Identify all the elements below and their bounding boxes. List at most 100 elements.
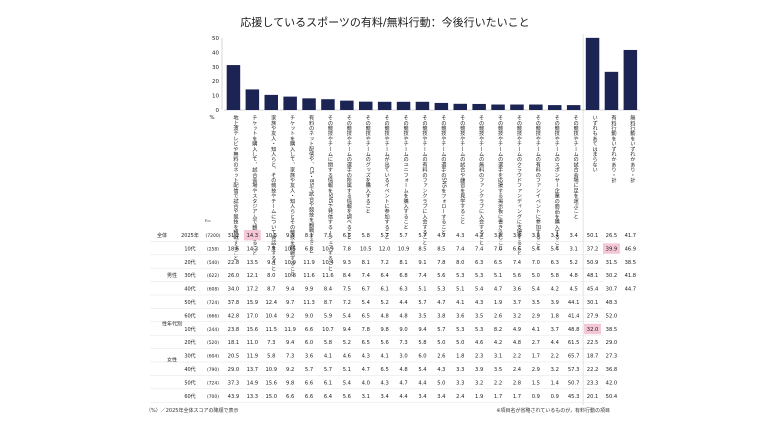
table-cell: 1.5 <box>532 380 540 386</box>
table-cell: 23.3 <box>587 380 599 386</box>
table-cell: 5.4 <box>551 246 560 252</box>
table-cell: 1.7 <box>513 394 521 400</box>
bar-7 <box>359 101 373 110</box>
table-cell: 5.6 <box>513 273 521 279</box>
table-cell: 2.2 <box>494 380 502 386</box>
table-cell: 17.2 <box>247 287 259 293</box>
table-cell: 4.2 <box>475 233 483 239</box>
table-cell: 10.9 <box>322 246 334 252</box>
y-axis-unit: % <box>209 115 214 121</box>
table-cell: 13.5 <box>247 260 259 266</box>
table-cell: 46.9 <box>625 246 637 252</box>
category-label: 有料行動をいずれかあり・計 <box>610 114 616 184</box>
table-cell: 4.3 <box>362 354 370 360</box>
table-cell: 1.9 <box>494 300 502 306</box>
group-label-female: 女性 <box>167 357 177 364</box>
bar-14 <box>491 104 505 110</box>
table-cell: 14.3 <box>247 246 259 252</box>
table-cell: 3.7 <box>513 300 521 306</box>
table-cell: 3.9 <box>551 300 559 306</box>
table-cell: 8.1 <box>362 260 370 266</box>
table-cell: 10.5 <box>284 246 296 252</box>
table-cell: 5.1 <box>418 287 426 293</box>
table-cell: 5.6 <box>343 394 351 400</box>
bar-13 <box>472 103 486 110</box>
table-cell: 9.4 <box>267 260 276 266</box>
table-cell: 3.1 <box>494 354 502 360</box>
table-cell: 2.2 <box>551 354 559 360</box>
table-cell: 11.9 <box>247 354 259 360</box>
table-cell: 12.1 <box>247 273 259 279</box>
table-cell: 10.8 <box>284 273 296 279</box>
table-cell: 1.7 <box>532 354 540 360</box>
table-cell: 3.5 <box>475 313 483 319</box>
row-label: 50代 <box>184 299 195 306</box>
category-label: その競技やチームが出ているイベントに参加すること <box>383 115 389 241</box>
table-cell: 5.8 <box>551 273 559 279</box>
table-cell: 6.4 <box>324 394 333 400</box>
table-cell: 3.3 <box>456 380 464 386</box>
table-cell: 3.2 <box>475 380 483 386</box>
table-cell: 2.4 <box>456 394 465 400</box>
table-cell: 10.9 <box>398 246 410 252</box>
row-n: (258) <box>207 246 219 252</box>
category-label: その競技やチームの選手を応援する掲示板に書き込むこと <box>497 115 503 251</box>
bar-17 <box>548 105 562 110</box>
table-cell: 2.9 <box>532 313 540 319</box>
table-cell: 3.6 <box>305 354 313 360</box>
table-cell: 8.1 <box>305 233 313 239</box>
table-cell: 10.4 <box>322 260 334 266</box>
table-cell: 7.5 <box>324 233 332 239</box>
table-cell: 20.5 <box>228 354 240 360</box>
table-cell: 9.8 <box>286 380 294 386</box>
table-cell: 6.1 <box>324 380 332 386</box>
table-cell: 5.7 <box>418 300 426 306</box>
table-cell: 7.3 <box>267 340 275 346</box>
row-n: (724) <box>207 380 219 386</box>
chart-title: 応援しているスポーツの有料/無料行動：今後行いたいこと <box>240 16 530 29</box>
category-label: その競技やチームのグッズを購入すること <box>364 115 370 215</box>
table-cell: 6.5 <box>381 367 389 373</box>
table-cell: 9.7 <box>286 300 294 306</box>
row-label: 30代 <box>184 353 195 360</box>
bar-3 <box>283 96 297 110</box>
table-cell: 6.6 <box>513 246 521 252</box>
table-cell: 7.0 <box>532 260 540 266</box>
table-cell: 1.4 <box>551 380 560 386</box>
table-cell: 4.0 <box>362 380 370 386</box>
table-cell: 48.3 <box>606 300 618 306</box>
table-cell: 57.3 <box>568 367 580 373</box>
table-cell: 3.4 <box>437 394 446 400</box>
row-label: 60代 <box>184 312 195 319</box>
table-cell: 7.4 <box>362 273 371 279</box>
n-header: n= <box>205 219 212 224</box>
table-cell: 9.0 <box>399 327 407 333</box>
table-cell: 37.8 <box>228 300 240 306</box>
table-cell: 4.7 <box>494 287 502 293</box>
table-cell: 4.1 <box>324 354 332 360</box>
table-cell: 2.7 <box>532 340 540 346</box>
category-label: その競技やチームの試合会場に足を運ぶこと <box>572 115 578 220</box>
row-label: 20代 <box>184 339 195 346</box>
highlight-cell <box>603 243 620 254</box>
table-cell: 3.0 <box>399 354 407 360</box>
table-cell: 6.5 <box>362 313 370 319</box>
table-cell: 9.2 <box>286 367 294 373</box>
table-cell: 65.7 <box>568 354 580 360</box>
table-cell: 8.7 <box>267 287 275 293</box>
table-cell: 7.8 <box>437 260 445 266</box>
table-cell: 8.4 <box>324 287 333 293</box>
table-cell: 8.2 <box>494 327 502 333</box>
table-cell: 5.8 <box>418 340 426 346</box>
table-cell: 5.7 <box>324 367 332 373</box>
table-cell: 8.1 <box>399 260 407 266</box>
table-cell: 10.4 <box>265 313 277 319</box>
table-cell: 9.3 <box>286 233 294 239</box>
table-cell: 41.4 <box>568 313 580 319</box>
table-cell: 41.7 <box>625 233 637 239</box>
table-cell: 48.1 <box>587 273 599 279</box>
row-n: (604) <box>207 354 219 360</box>
table-cell: 10.5 <box>360 246 372 252</box>
table-cell: 15.0 <box>265 394 277 400</box>
table-cell: 2.3 <box>475 354 483 360</box>
